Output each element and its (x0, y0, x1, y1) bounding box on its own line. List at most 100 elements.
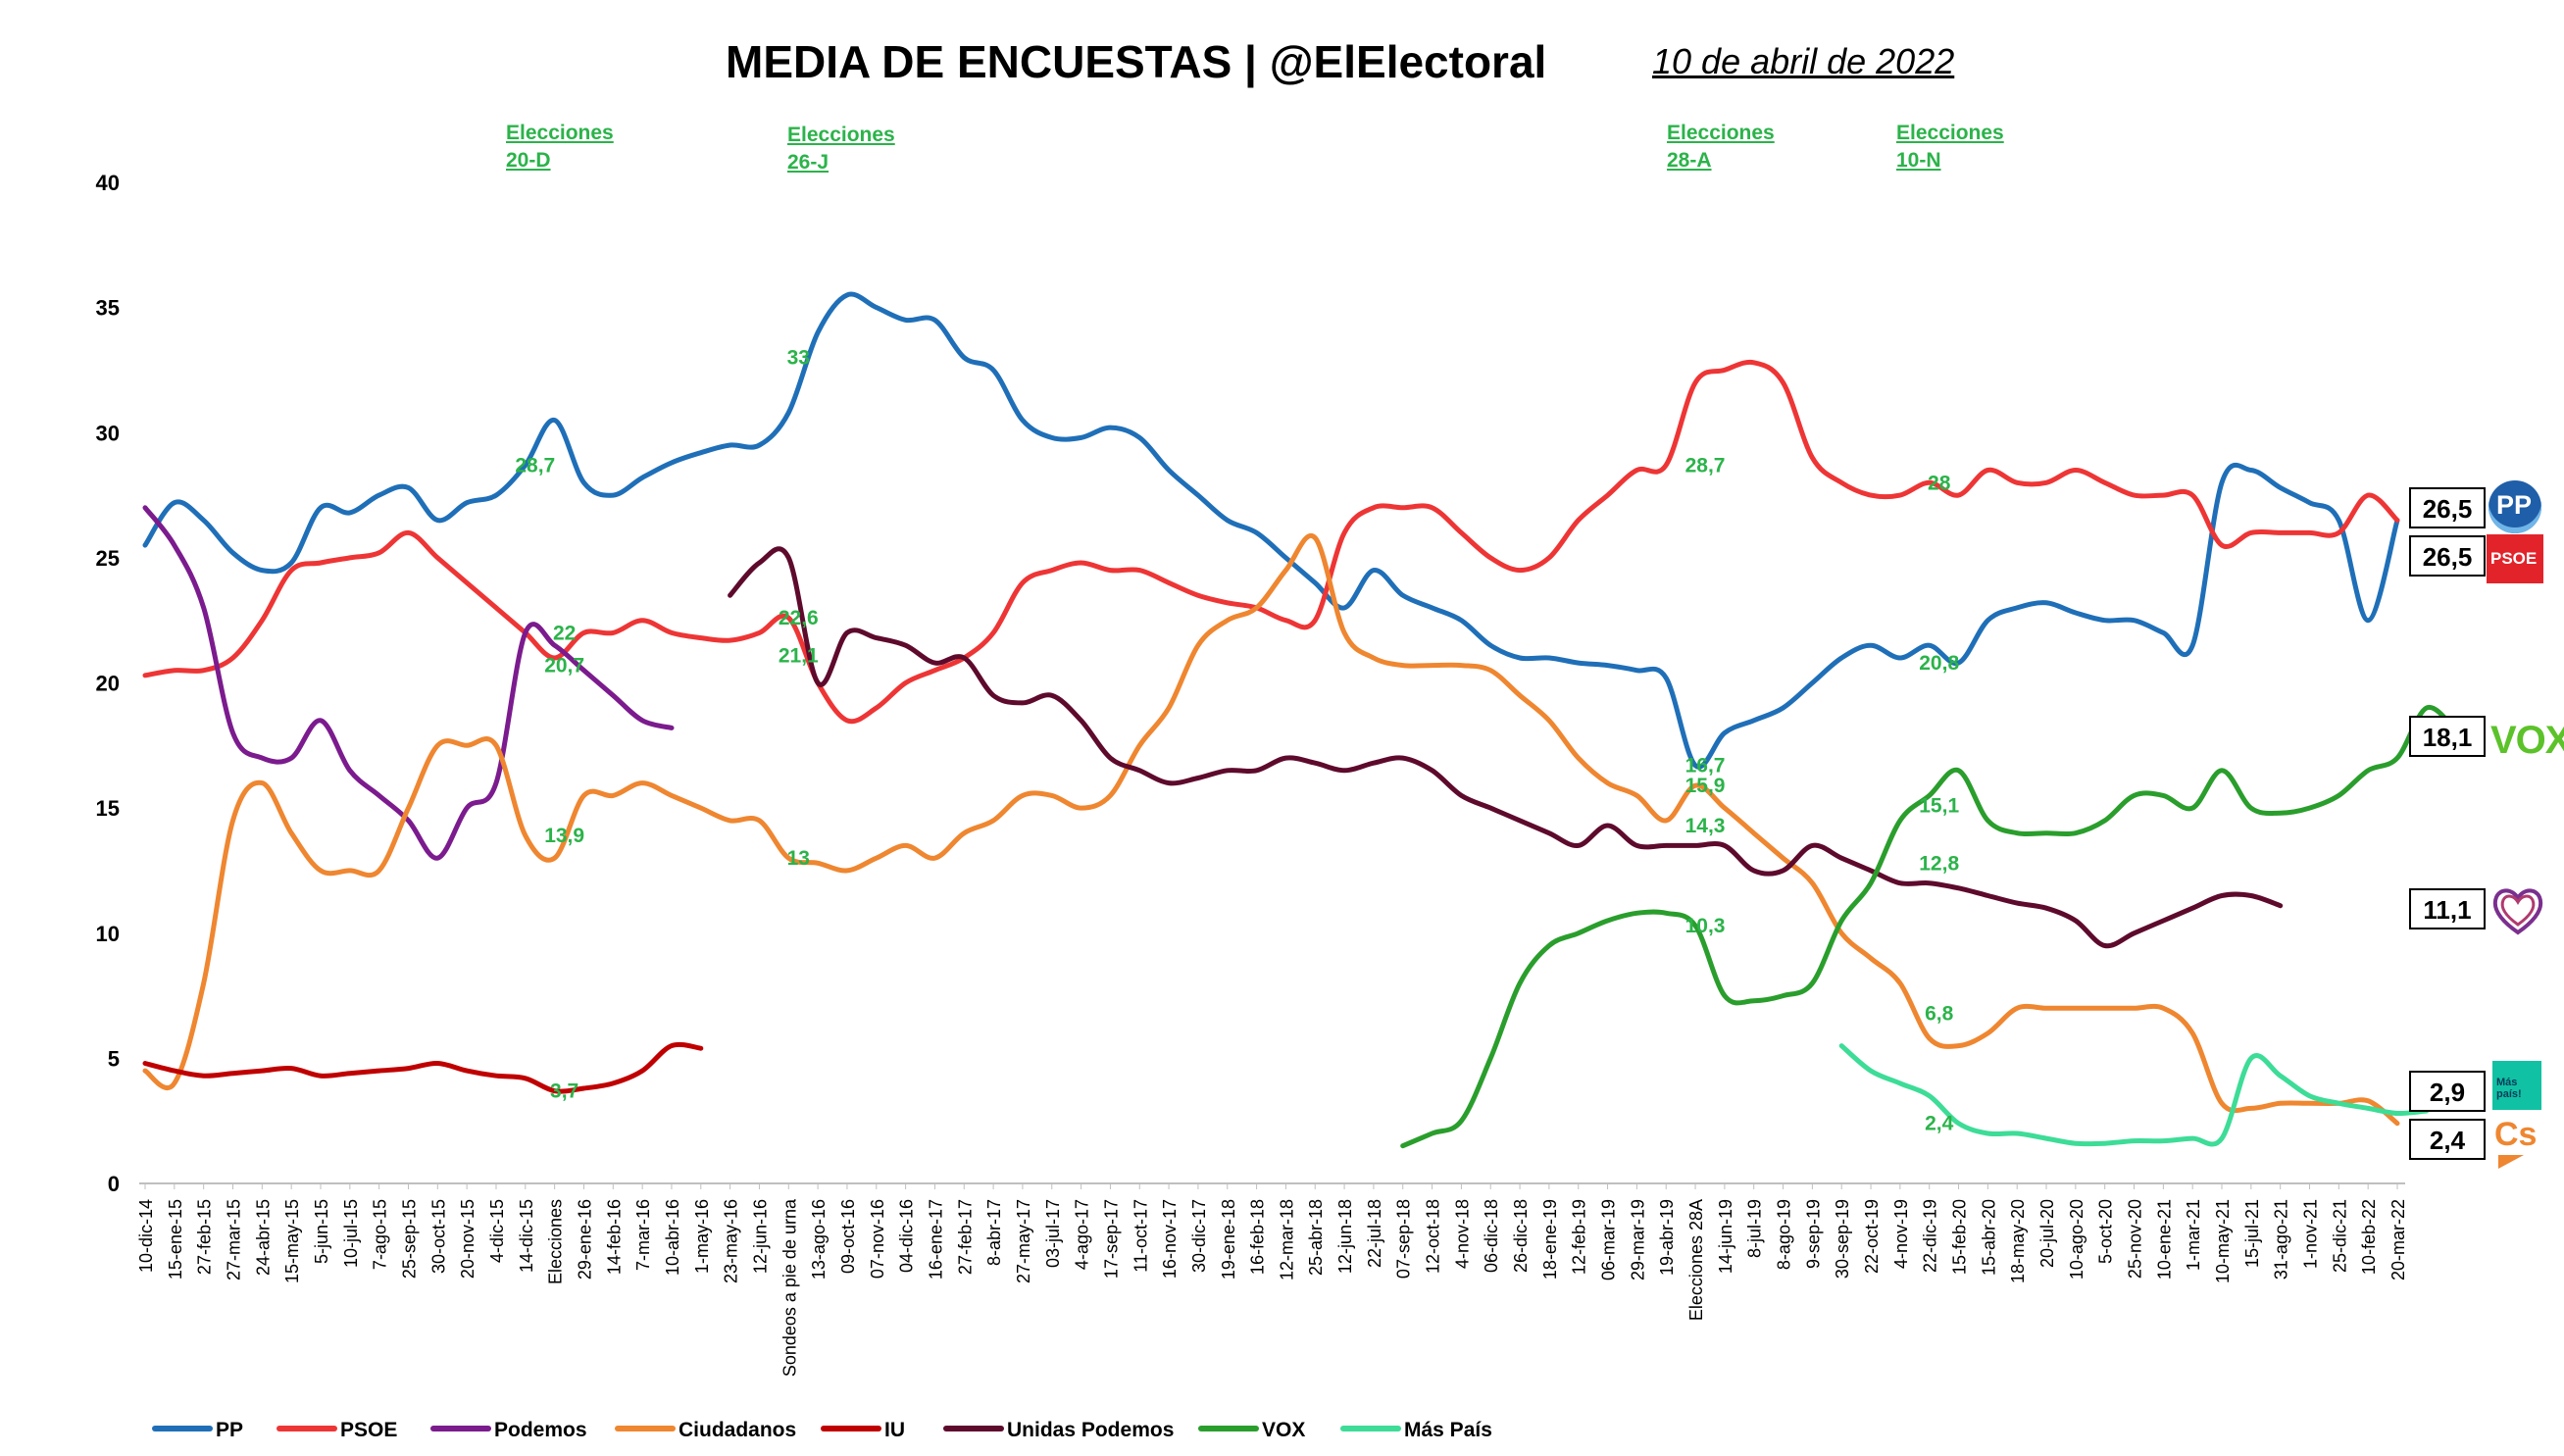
series-line-más-país (1838, 1043, 2430, 1147)
mas-pais-logo-text: Más país! (2496, 1077, 2522, 1100)
x-tick-label: 9-sep-19 (1803, 1199, 1823, 1269)
series-line-podemos (142, 505, 675, 861)
x-tick-label: 5-jun-15 (312, 1199, 331, 1264)
x-tick-label: 11-oct-17 (1131, 1199, 1150, 1273)
legend-label: Más País (1404, 1419, 1492, 1441)
election-annotation-28a: Elecciones 28-A (1667, 120, 1775, 175)
data-point-label: 22,6 (779, 607, 819, 629)
x-tick-label: 30-dic-17 (1189, 1199, 1209, 1273)
data-point-label: 21,1 (779, 644, 819, 667)
x-tick-label: 12-mar-18 (1277, 1199, 1296, 1280)
chart-end-labels: 26,5 26,5 18,1 11,1 2,9 2,4 (2409, 487, 2486, 1160)
x-tick-label: 30-oct-15 (428, 1199, 448, 1274)
cs-logo-icon: Cs (2494, 1116, 2537, 1154)
x-tick-label: 8-jul-19 (1745, 1199, 1765, 1258)
data-point-label: 13 (787, 847, 810, 870)
series-line-vox (1400, 705, 2459, 1149)
end-value-box (2409, 487, 2486, 528)
x-tick-label: 14-feb-16 (604, 1199, 624, 1275)
data-point-label: 22 (553, 622, 576, 644)
x-tick-label: 15-may-15 (282, 1199, 302, 1283)
x-tick-label: 22-oct-19 (1862, 1199, 1882, 1274)
data-point-label: 2,4 (1925, 1113, 1954, 1135)
x-tick-label: 06-mar-19 (1599, 1199, 1619, 1280)
data-point-label: 14,3 (1685, 815, 1726, 837)
x-tick-label: 10-may-21 (2213, 1199, 2233, 1283)
x-tick-label: 15-ene-15 (166, 1199, 185, 1280)
x-tick-label: 12-jun-18 (1335, 1199, 1355, 1274)
chart-title: MEDIA DE ENCUESTAS | @ElElectoral (726, 36, 1547, 87)
y-tick-label: 30 (96, 421, 120, 445)
legend-label: Unidas Podemos (1007, 1419, 1174, 1441)
election-label-line: Elecciones (1667, 122, 1775, 144)
election-annotation-10n: Elecciones 10-N (1896, 120, 2004, 175)
x-tick-label: 20-nov-15 (458, 1199, 478, 1279)
x-tick-label: 4-ago-17 (1073, 1199, 1092, 1270)
x-tick-label: 25-abr-18 (1306, 1199, 1326, 1276)
chart-series-lines (142, 291, 2459, 1149)
x-tick-label: 25-dic-21 (2330, 1199, 2349, 1273)
data-point-label: 12,8 (1919, 852, 1959, 875)
x-tick-label: 14-dic-15 (517, 1199, 536, 1273)
end-value-label: 2,4 (2430, 1126, 2466, 1155)
x-tick-label: 29-ene-16 (575, 1199, 594, 1280)
series-line-pp (142, 291, 2400, 770)
end-value-label: 11,1 (2423, 895, 2471, 925)
x-tick-label: 15-feb-20 (1950, 1199, 1970, 1275)
x-tick-label: 1-may-16 (692, 1199, 712, 1274)
x-tick-label: 27-may-17 (1014, 1199, 1033, 1283)
end-value-label: 26,5 (2423, 542, 2473, 572)
x-tick-label: 10-abr-16 (663, 1199, 682, 1276)
x-tick-label: 1-nov-21 (2301, 1199, 2321, 1269)
y-tick-label: 25 (96, 546, 120, 571)
x-tick-label: 12-jun-16 (750, 1199, 770, 1274)
election-annotation-26j: Elecciones 26-J (787, 122, 895, 176)
vox-logo-text: VOX (2490, 719, 2564, 762)
y-tick-label: 15 (96, 796, 120, 821)
x-tick-label: 15-abr-20 (1979, 1199, 1998, 1276)
x-tick-label: 13-ago-16 (809, 1199, 829, 1280)
x-tick-label: 10-ago-20 (2067, 1199, 2086, 1280)
y-tick-label: 35 (96, 296, 120, 321)
end-value-box (2409, 1119, 2486, 1160)
data-point-label: 28,7 (515, 454, 555, 477)
x-tick-label: 19-abr-19 (1657, 1199, 1677, 1276)
election-annotation-20d: Elecciones 20-D (506, 120, 614, 175)
x-tick-label: 30-sep-19 (1833, 1199, 1852, 1279)
data-point-label: 15,9 (1685, 775, 1726, 797)
pp-logo-icon: PP (2489, 480, 2541, 533)
y-tick-label: 10 (96, 922, 120, 946)
y-tick-label: 20 (96, 672, 120, 696)
x-tick-label: 20-jul-20 (2037, 1199, 2057, 1268)
x-tick-label: 7-ago-15 (371, 1199, 390, 1270)
legend-label: PP (216, 1419, 243, 1441)
x-tick-label: 31-ago-21 (2272, 1199, 2291, 1280)
data-point-label: 28 (1928, 472, 1951, 494)
x-tick-label: 07-sep-18 (1394, 1199, 1414, 1279)
data-point-label: 3,7 (550, 1080, 578, 1103)
legend-label: Ciudadanos (679, 1419, 796, 1441)
x-tick-label: 16-ene-17 (926, 1199, 945, 1280)
legend-label: VOX (1262, 1419, 1305, 1441)
series-line-iu (142, 1041, 704, 1094)
x-tick-label: 03-jul-17 (1043, 1199, 1063, 1268)
legend-label: Podemos (494, 1419, 587, 1441)
x-tick-label: 22-jul-18 (1365, 1199, 1384, 1268)
x-tick-label: 4-dic-15 (487, 1199, 507, 1263)
y-tick-label: 40 (96, 171, 120, 195)
legend-label: PSOE (340, 1419, 397, 1441)
data-point-label: 33 (787, 347, 810, 370)
end-value-box (2409, 888, 2486, 929)
x-tick-label: 5-oct-20 (2096, 1199, 2116, 1264)
x-tick-label: 09-oct-16 (838, 1199, 858, 1274)
cs-logo-text: Cs (2494, 1116, 2538, 1153)
data-point-label: 10,3 (1685, 915, 1726, 937)
data-point-label: 20,7 (544, 655, 584, 678)
x-tick-label: 4-nov-18 (1452, 1199, 1472, 1269)
cs-logo-arrow-icon (2498, 1155, 2524, 1169)
x-tick-label: 26-dic-18 (1511, 1199, 1531, 1273)
x-tick-label: Elecciones 28A (1686, 1199, 1706, 1321)
chart-axes: 0 5 10 15 20 25 30 35 40 10-dic-14 15-ene-15 27-feb… (96, 171, 2408, 1377)
